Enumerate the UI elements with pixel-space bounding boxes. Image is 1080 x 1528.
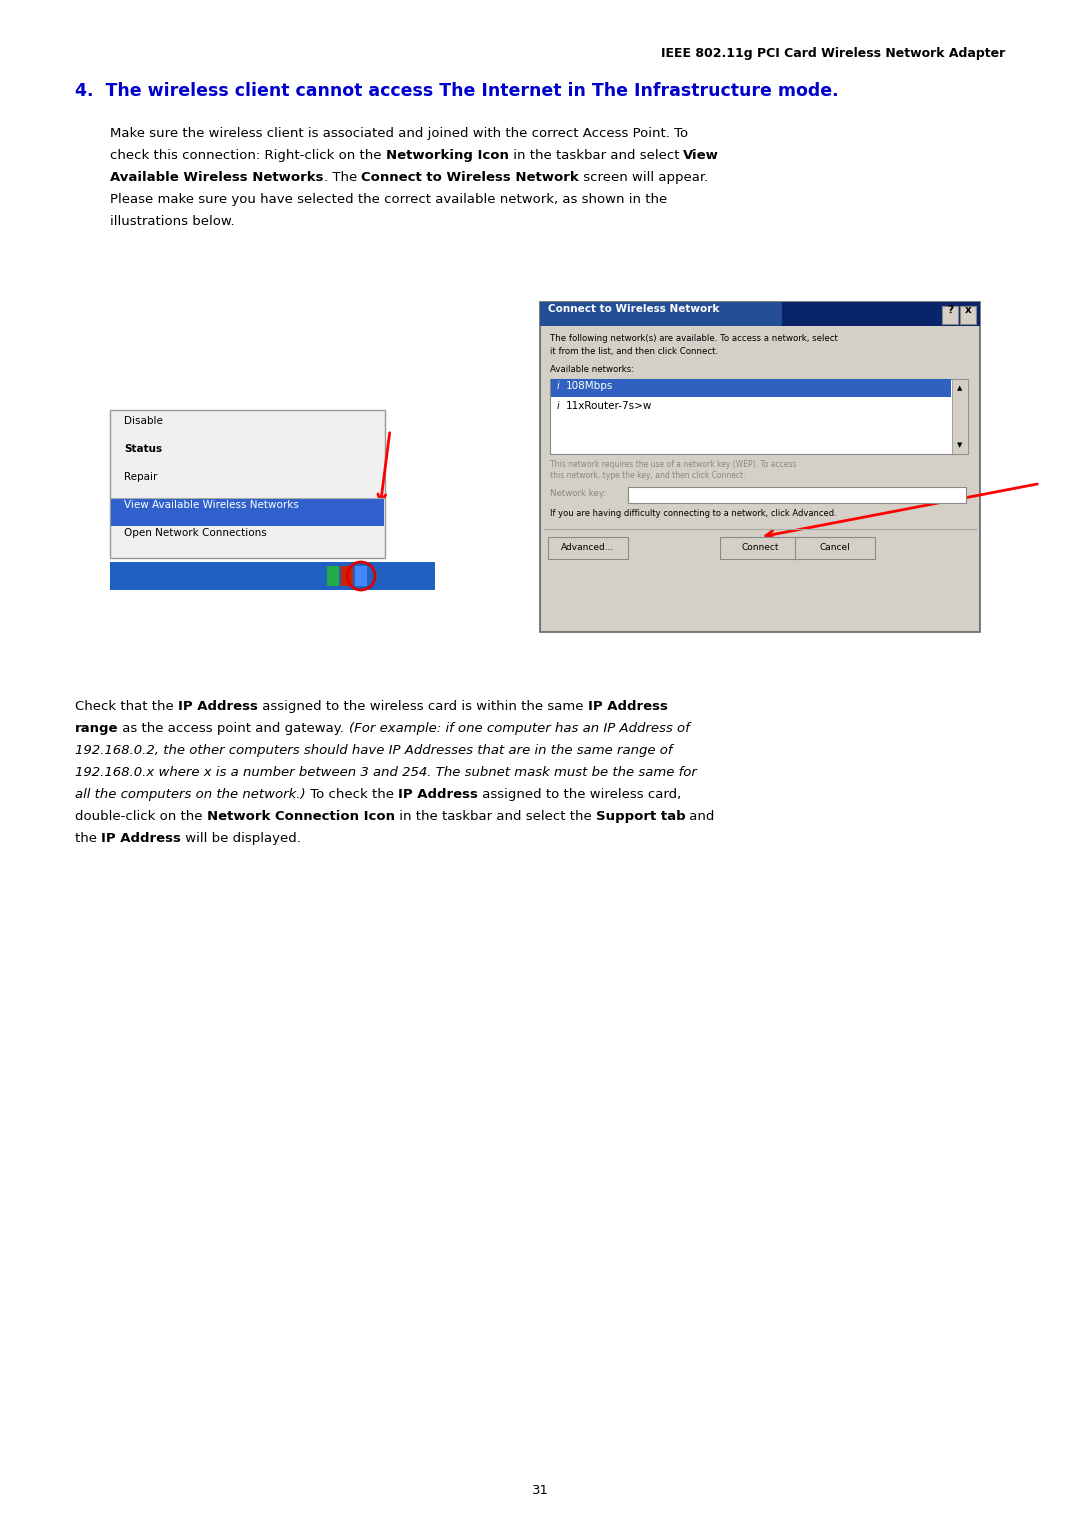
Text: ▼: ▼ <box>957 442 962 448</box>
Text: View: View <box>684 150 719 162</box>
Text: assigned to the wireless card,: assigned to the wireless card, <box>477 788 681 801</box>
Bar <box>951 379 968 454</box>
Text: and: and <box>686 810 715 824</box>
Text: 11xRouter-7s>w: 11xRouter-7s>w <box>566 400 652 411</box>
Bar <box>110 562 435 590</box>
Text: in the taskbar and select: in the taskbar and select <box>509 150 684 162</box>
Text: This network requires the use of a network key (WEP). To access: This network requires the use of a netwo… <box>550 460 796 469</box>
Bar <box>341 565 353 587</box>
Text: 192.168.0.2, the other computers should have IP Addresses that are in the same r: 192.168.0.2, the other computers should … <box>75 744 673 756</box>
Text: IP Address: IP Address <box>178 700 258 714</box>
Text: check this connection: Right-click on the: check this connection: Right-click on th… <box>110 150 386 162</box>
Bar <box>551 379 951 397</box>
Text: i: i <box>556 400 559 411</box>
Text: If you are having difficulty connecting to a network, click Advanced.: If you are having difficulty connecting … <box>550 509 837 518</box>
Text: Available networks:: Available networks: <box>550 365 634 374</box>
Text: . The: . The <box>324 171 361 183</box>
Text: Connect to Wireless Network: Connect to Wireless Network <box>548 304 719 313</box>
Text: Connect: Connect <box>741 544 779 553</box>
Text: Network key:: Network key: <box>550 489 606 498</box>
Text: Advanced...: Advanced... <box>562 544 615 553</box>
Text: assigned to the wireless card is within the same: assigned to the wireless card is within … <box>258 700 588 714</box>
Text: illustrations below.: illustrations below. <box>110 215 234 228</box>
Text: ▲: ▲ <box>957 385 962 391</box>
Text: double-click on the: double-click on the <box>75 810 206 824</box>
Bar <box>540 303 980 633</box>
Bar <box>942 306 958 324</box>
Bar <box>111 498 384 526</box>
Text: Networking Icon: Networking Icon <box>386 150 509 162</box>
Bar <box>795 536 875 559</box>
Text: 192.168.0.x where x is a number between 3 and 254. The subnet mask must be the s: 192.168.0.x where x is a number between … <box>75 766 697 779</box>
Text: Status: Status <box>124 445 162 454</box>
Text: Make sure the wireless client is associated and joined with the correct Access P: Make sure the wireless client is associa… <box>110 127 688 141</box>
Bar <box>550 379 968 454</box>
Bar <box>627 487 966 503</box>
Bar <box>540 303 980 325</box>
Text: it from the list, and then click Connect.: it from the list, and then click Connect… <box>550 347 718 356</box>
Bar <box>355 565 367 587</box>
Text: View Available Wireless Networks: View Available Wireless Networks <box>124 500 299 510</box>
Text: Network Connection Icon: Network Connection Icon <box>206 810 395 824</box>
Text: i: i <box>556 380 559 391</box>
Text: 108Mbps: 108Mbps <box>566 380 613 391</box>
Bar <box>548 536 627 559</box>
Text: all the computers on the network.): all the computers on the network.) <box>75 788 306 801</box>
Text: will be displayed.: will be displayed. <box>181 833 301 845</box>
Text: in the taskbar and select the: in the taskbar and select the <box>395 810 596 824</box>
Text: Repair: Repair <box>124 472 158 481</box>
Text: ?: ? <box>947 306 953 315</box>
Text: To check the: To check the <box>306 788 397 801</box>
Text: 4.  The wireless client cannot access The Internet in The Infrastructure mode.: 4. The wireless client cannot access The… <box>75 83 839 99</box>
Text: as the access point and gateway.: as the access point and gateway. <box>119 723 349 735</box>
Text: IP Address: IP Address <box>397 788 477 801</box>
Text: IP Address: IP Address <box>588 700 667 714</box>
Text: Support tab: Support tab <box>596 810 686 824</box>
Bar <box>540 303 782 325</box>
Bar <box>327 565 339 587</box>
Text: IEEE 802.11g PCI Card Wireless Network Adapter: IEEE 802.11g PCI Card Wireless Network A… <box>661 47 1005 60</box>
Text: Connect to Wireless Network: Connect to Wireless Network <box>361 171 579 183</box>
Text: the: the <box>75 833 102 845</box>
Bar <box>960 306 976 324</box>
Text: Please make sure you have selected the correct available network, as shown in th: Please make sure you have selected the c… <box>110 193 667 206</box>
Text: this network, type the key, and then click Connect.: this network, type the key, and then cli… <box>550 471 745 480</box>
Text: Disable: Disable <box>124 416 163 426</box>
Text: range: range <box>75 723 119 735</box>
Text: screen will appear.: screen will appear. <box>579 171 708 183</box>
Text: 31: 31 <box>531 1484 549 1496</box>
Bar <box>720 536 800 559</box>
Text: x: x <box>964 306 971 315</box>
Text: Cancel: Cancel <box>820 544 850 553</box>
Text: Available Wireless Networks: Available Wireless Networks <box>110 171 324 183</box>
Text: (For example: if one computer has an IP Address of: (For example: if one computer has an IP … <box>349 723 689 735</box>
Text: The following network(s) are available. To access a network, select: The following network(s) are available. … <box>550 335 838 342</box>
Bar <box>110 410 384 558</box>
Text: Check that the: Check that the <box>75 700 178 714</box>
Text: Open Network Connections: Open Network Connections <box>124 529 267 538</box>
Text: IP Address: IP Address <box>102 833 181 845</box>
